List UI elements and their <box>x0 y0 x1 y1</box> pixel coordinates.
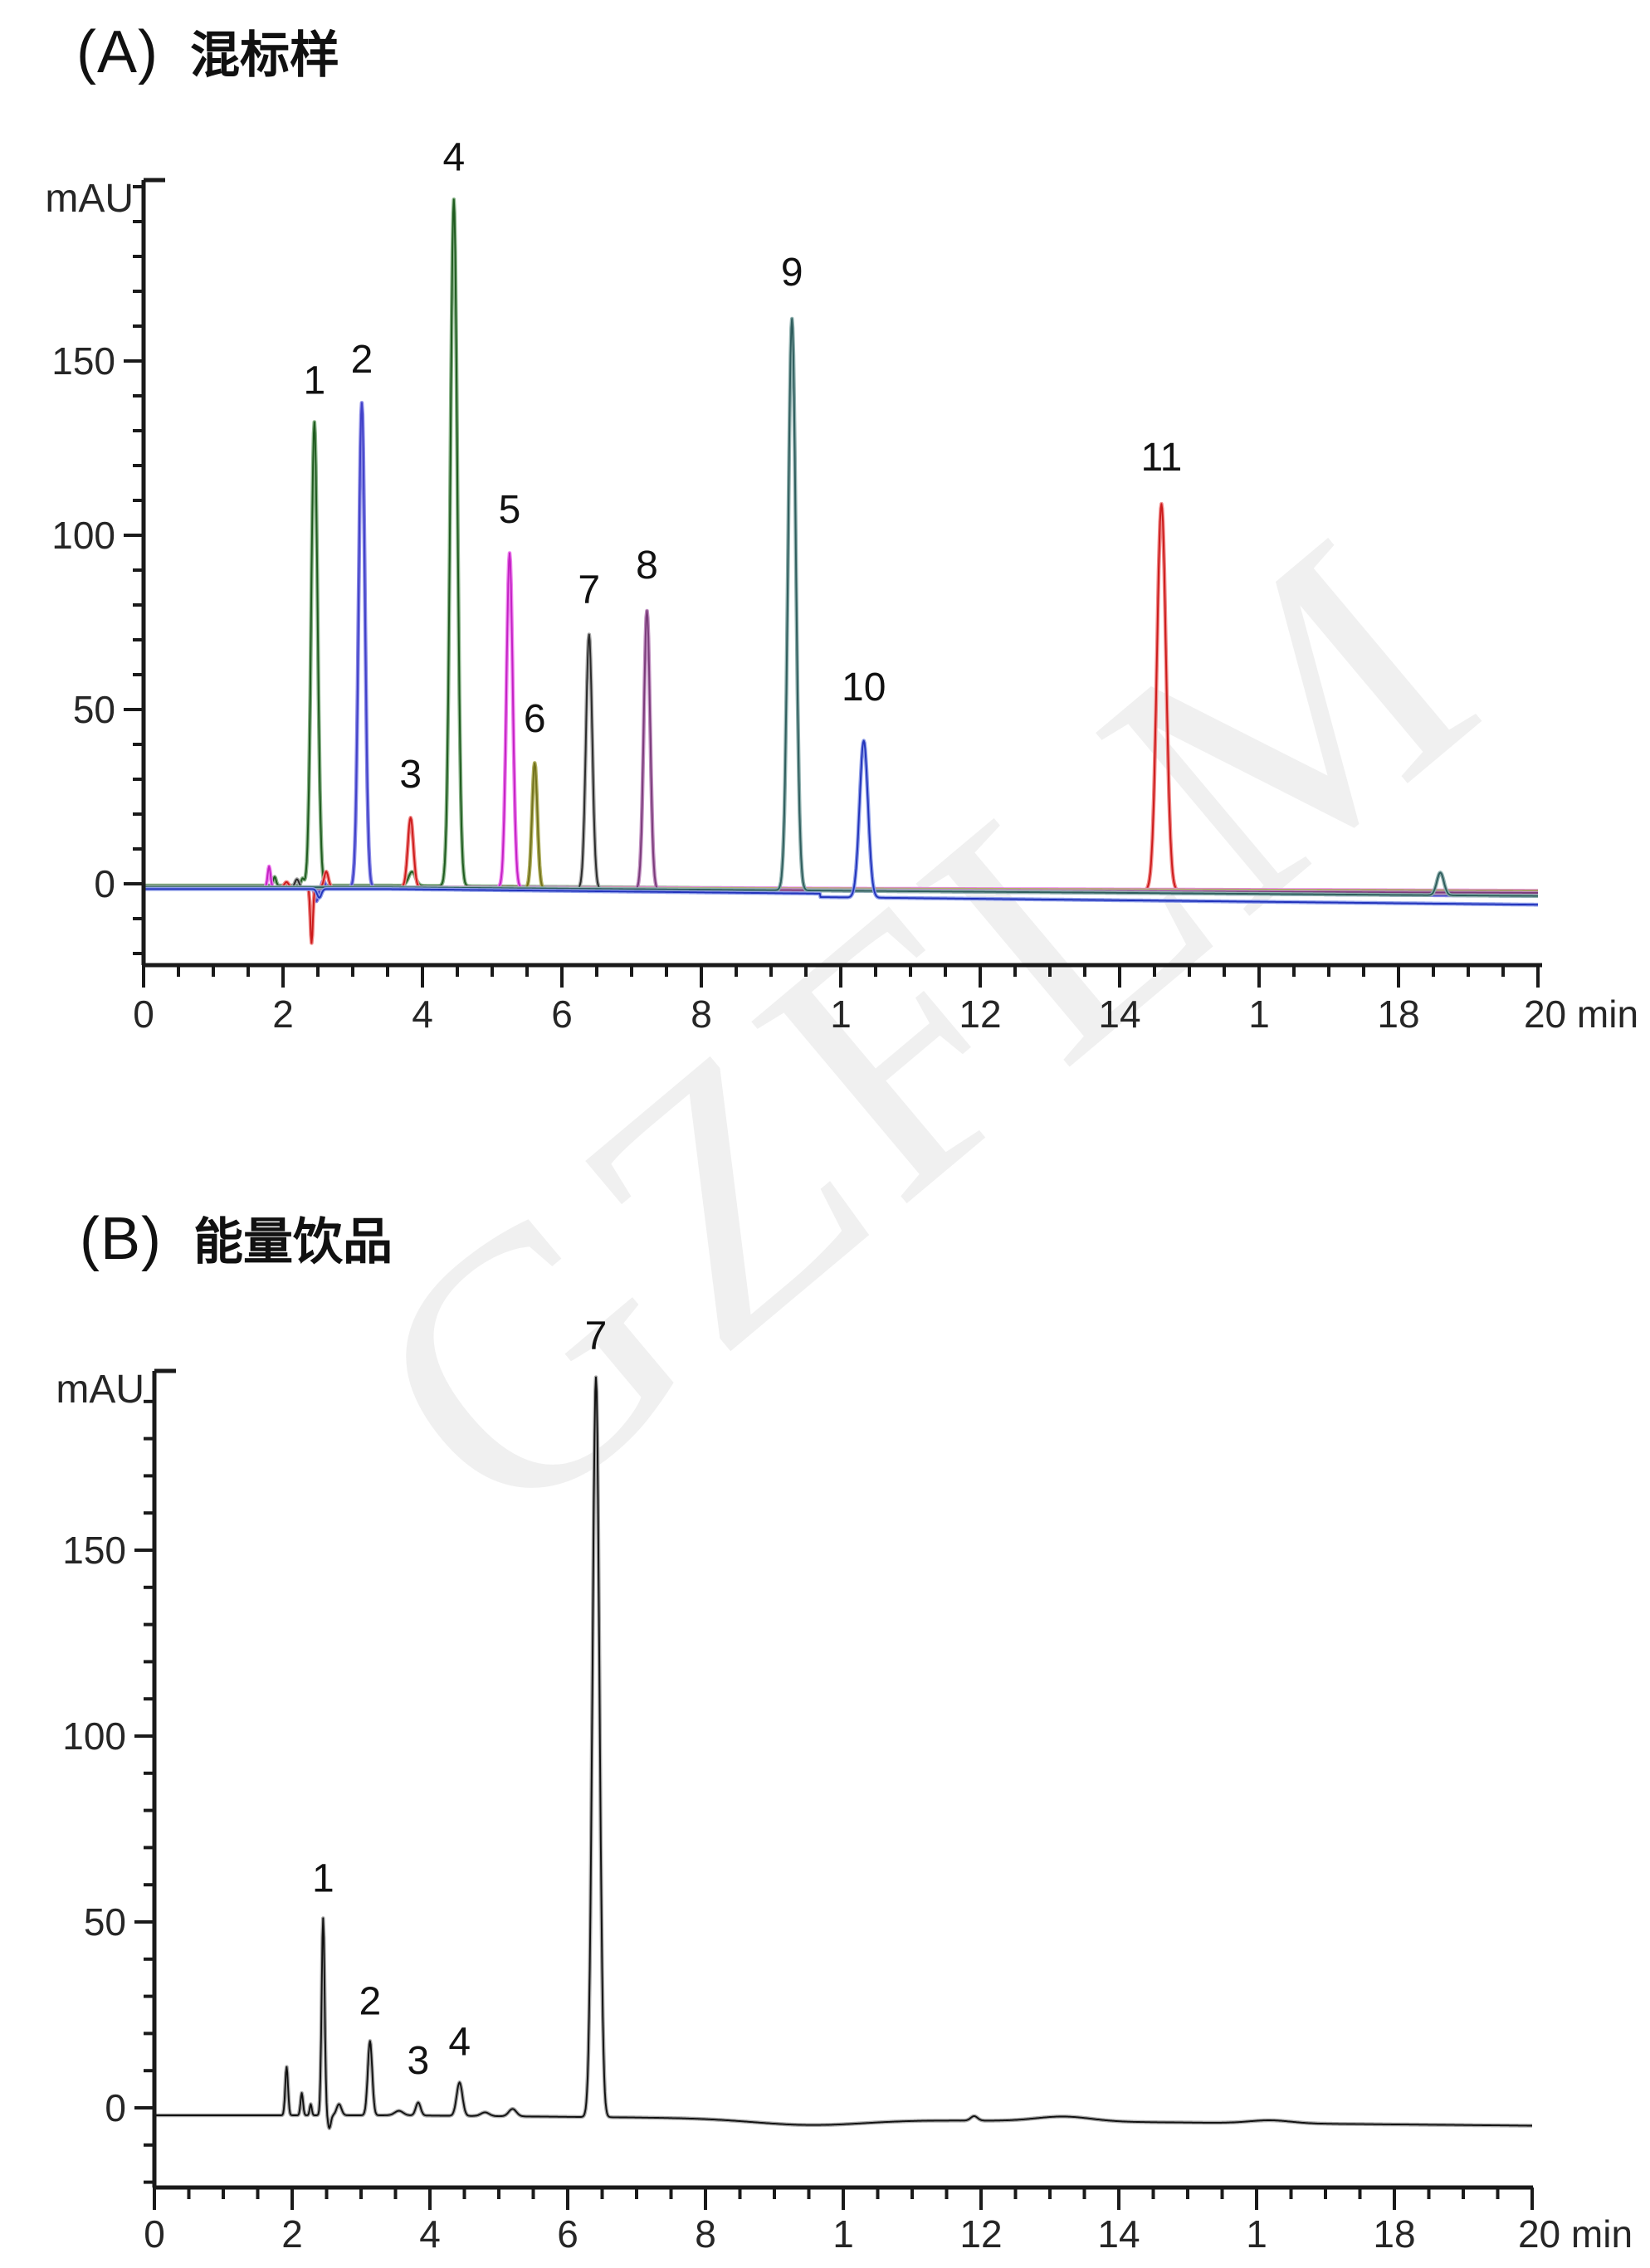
x-tick-label: 1 <box>832 2212 854 2256</box>
panel-a-sample-name: 混标样 <box>189 27 339 83</box>
peak-label-2: 2 <box>359 1979 381 2023</box>
x-tick-label: 8 <box>695 2212 716 2256</box>
y-tick-label: 50 <box>73 688 115 731</box>
peak-label-6: 6 <box>524 697 546 741</box>
watermark: GZFLM <box>298 458 1550 1601</box>
peak-label-3: 3 <box>399 753 422 797</box>
peak-label-7: 7 <box>578 568 600 612</box>
x-tick-label: 12 <box>959 2212 1002 2256</box>
y-tick-label: 50 <box>84 1900 126 1944</box>
panel-b-title: (B) 能量饮品 <box>80 1202 393 1274</box>
y-tick-labels: 0 50 100 150 <box>51 339 115 905</box>
y-tick-label: 100 <box>62 1714 126 1758</box>
y-tick-label: 100 <box>51 514 115 557</box>
traces <box>153 1375 1534 2130</box>
x-tick-label: 6 <box>551 993 573 1036</box>
x-tick-label: 4 <box>419 2212 441 2256</box>
y-tick-label: 150 <box>51 339 115 383</box>
y-axis-unit-label: mAU <box>45 177 134 221</box>
trace-black <box>154 1376 1533 2129</box>
x-tick-label: 18 <box>1373 2212 1415 2256</box>
y-tick-labels: 0 50 100 150 <box>62 1529 126 2129</box>
peak-label-4: 4 <box>442 136 465 180</box>
y-tick-label: 150 <box>62 1529 126 1572</box>
x-tick-label: 2 <box>272 993 294 1036</box>
x-ticks <box>153 2188 1534 2210</box>
peak-label-1: 1 <box>312 1857 334 1901</box>
peak-label-10: 10 <box>842 666 886 710</box>
peak-label-4: 4 <box>448 2021 471 2065</box>
peak-label-9: 9 <box>781 251 803 295</box>
peak-label-8: 8 <box>636 544 658 588</box>
y-tick-label: 0 <box>105 2086 126 2129</box>
x-tick-label: 0 <box>133 993 154 1036</box>
peak-labels: 1 23 4 7 <box>312 1314 607 2083</box>
peak-label-5: 5 <box>499 488 521 532</box>
x-tick-label: 1 <box>830 993 852 1036</box>
x-tick-label: 8 <box>691 993 712 1036</box>
watermark-text: GZFLM <box>298 458 1550 1601</box>
panel-a-title: (A) 混标样 <box>76 15 339 87</box>
x-ticks <box>142 965 1540 988</box>
peak-label-11: 11 <box>1140 436 1182 480</box>
y-ticks <box>124 185 144 955</box>
peak-label-1: 1 <box>303 358 325 402</box>
traces <box>142 198 1540 945</box>
x-tick-label: 18 <box>1377 993 1419 1036</box>
x-tick-label: 14 <box>1098 993 1140 1036</box>
x-tick-label: 12 <box>959 993 1001 1036</box>
x-tick-label: 1 <box>1246 2212 1267 2256</box>
x-tick-label: 4 <box>412 993 433 1036</box>
x-tick-label: 20 min <box>1518 2212 1633 2256</box>
panel-a-label: (A) <box>76 19 159 85</box>
axes <box>152 1368 1533 2190</box>
panel-b-label: (B) <box>80 1206 162 1272</box>
peak-label-7: 7 <box>585 1314 608 1358</box>
x-tick-label: 2 <box>281 2212 303 2256</box>
x-tick-label: 14 <box>1097 2212 1140 2256</box>
x-tick-labels: 0 2 4 6 8 1 12 14 1 18 20 min <box>133 993 1638 1036</box>
trace-blue <box>143 739 1539 906</box>
axes <box>141 178 1542 968</box>
x-tick-label: 20 min <box>1524 993 1638 1036</box>
peak-label-3: 3 <box>408 2039 430 2083</box>
x-tick-label: 6 <box>557 2212 578 2256</box>
peak-label-2: 2 <box>351 338 373 382</box>
y-axis-unit-label: mAU <box>56 1368 144 1412</box>
peak-labels: 1 2 3 4 5 6 78 9 10 11 <box>303 136 1182 797</box>
panel-b-sample-name: 能量饮品 <box>193 1214 393 1270</box>
y-tick-label: 0 <box>94 862 115 905</box>
x-tick-label: 1 <box>1248 993 1270 1036</box>
x-tick-label: 0 <box>144 2212 165 2256</box>
x-tick-labels: 0 2 4 6 8 1 12 14 1 18 20 min <box>144 2212 1633 2256</box>
y-ticks <box>134 1399 154 2184</box>
